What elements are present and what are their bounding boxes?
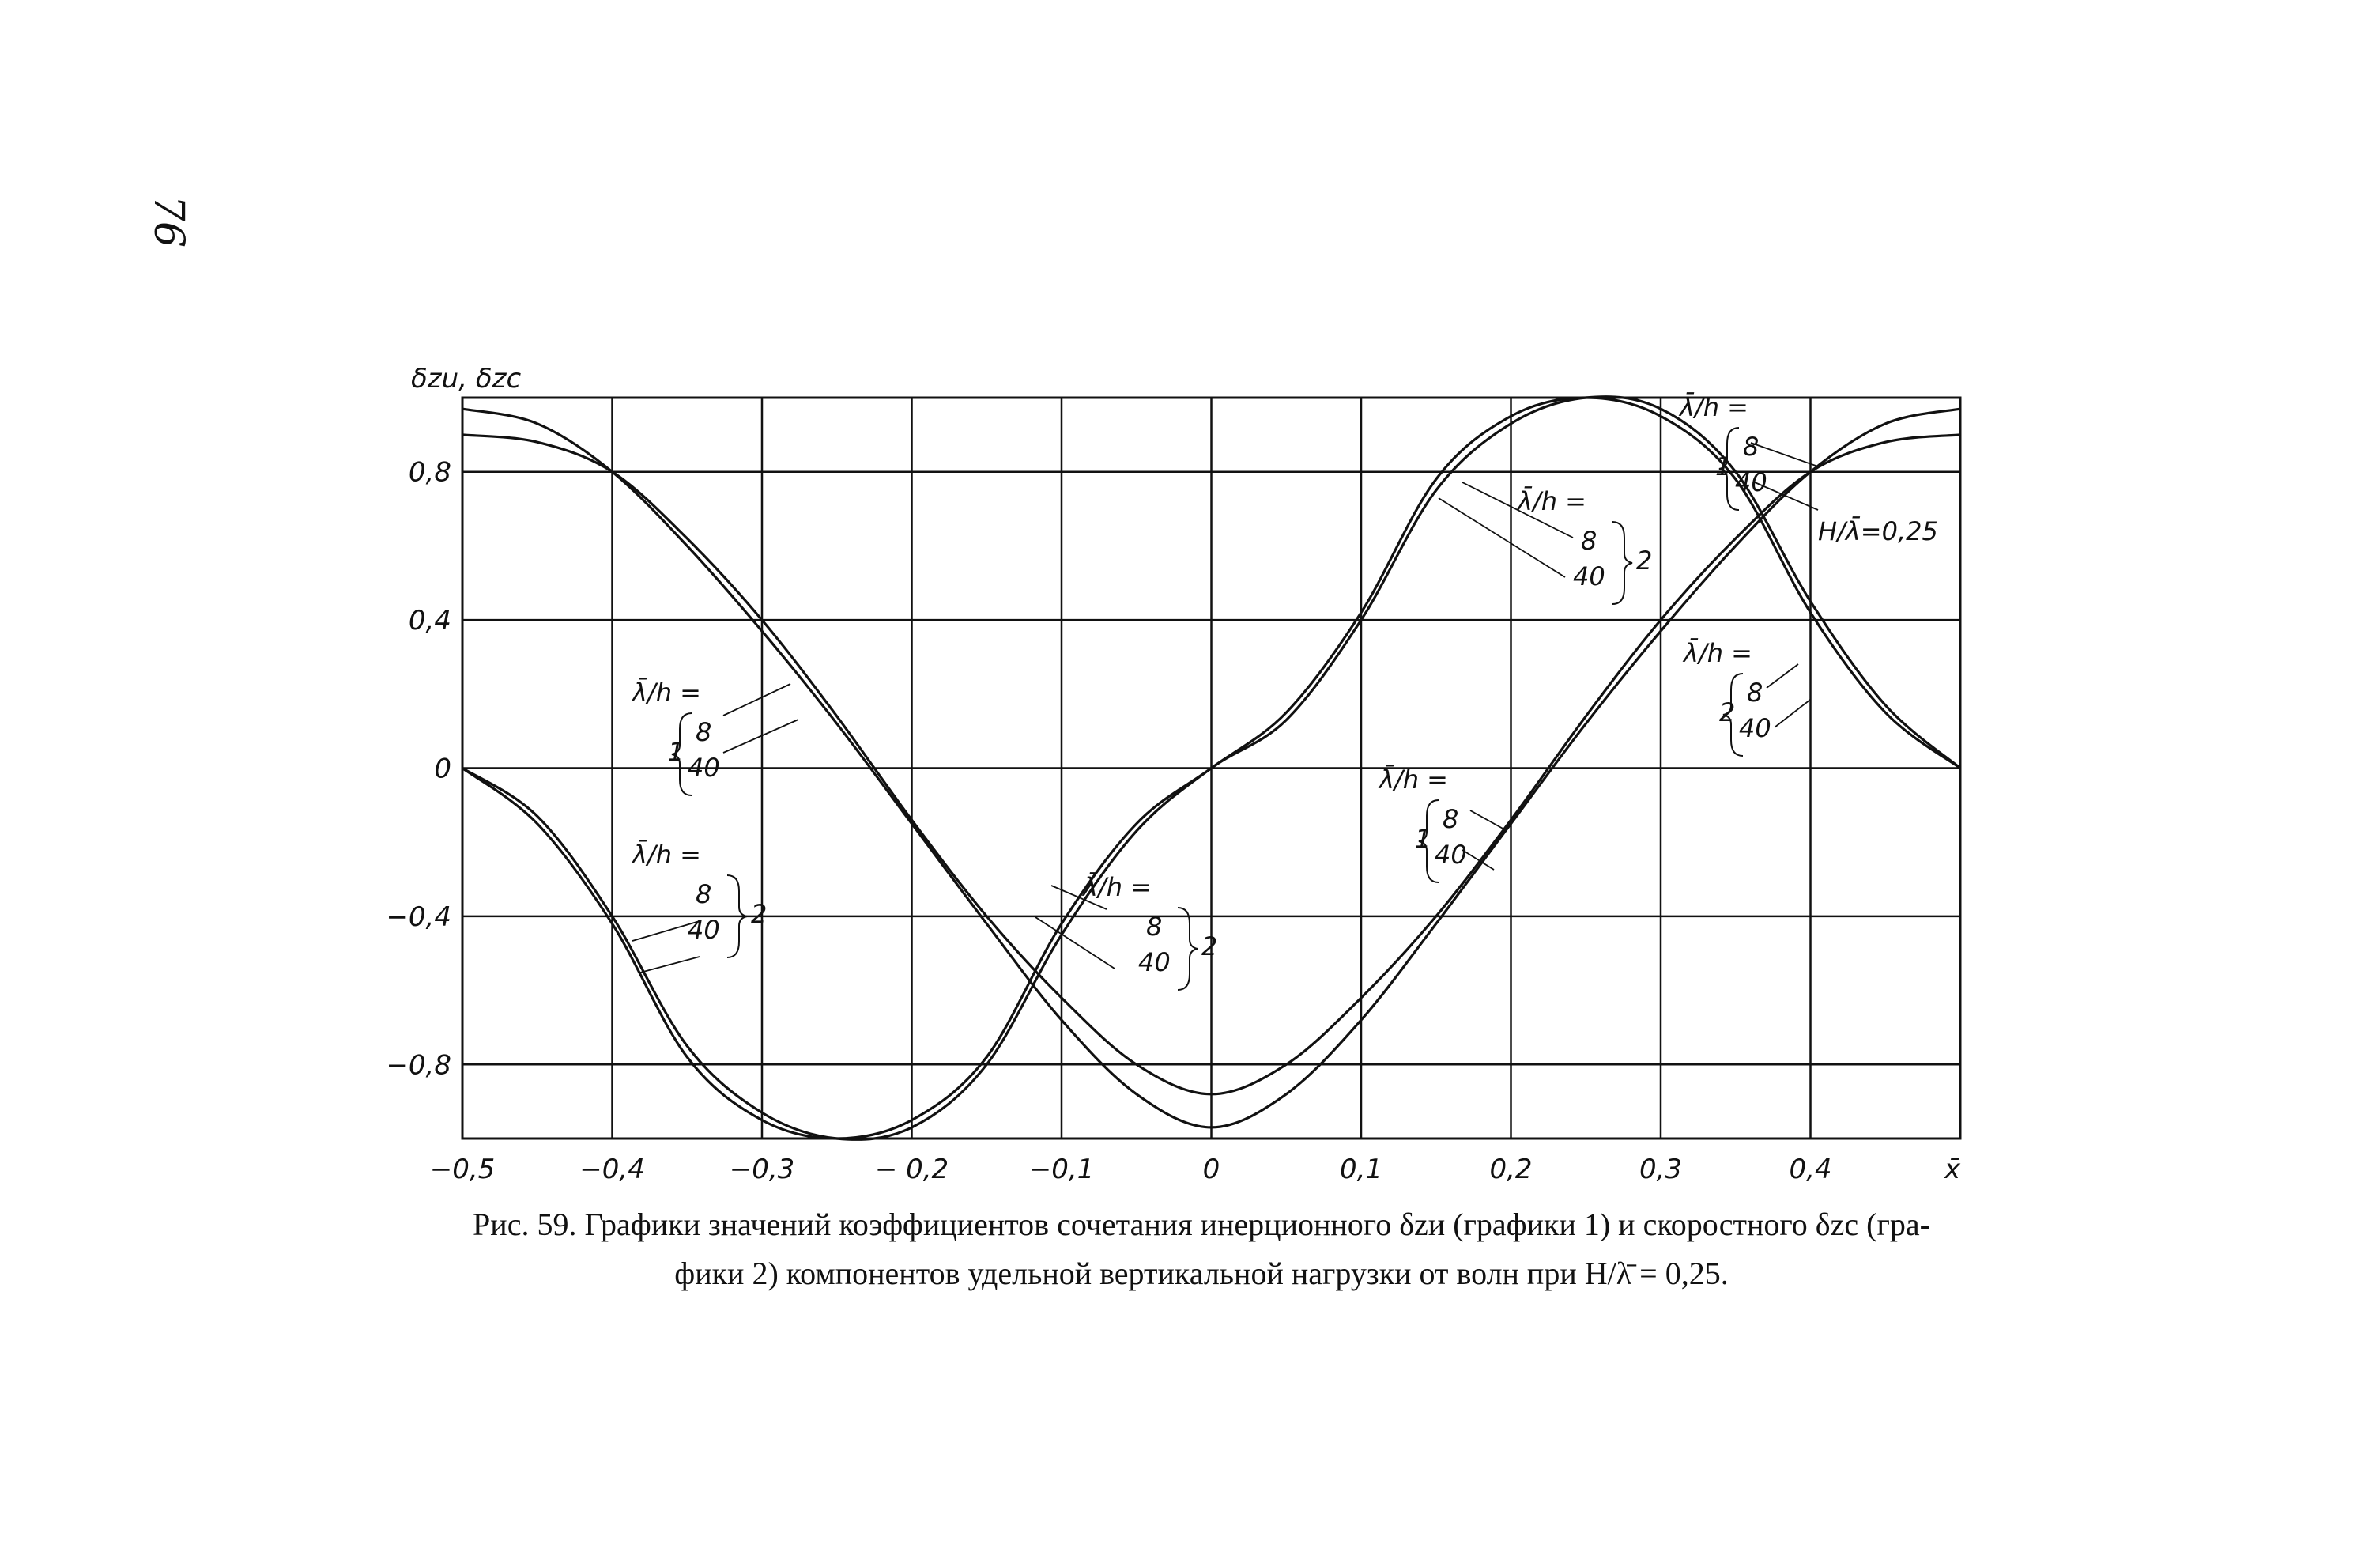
- annotation-g1-top-lambda: λ̄/h =: [1678, 391, 1748, 422]
- annotation-g1-left-8: 8: [696, 717, 711, 747]
- leader-line-11: [1754, 482, 1819, 511]
- leader-line-9: [1438, 497, 1566, 578]
- annotation-g1-right-8: 8: [1443, 804, 1458, 834]
- x-tick-label-7: 0,2: [1489, 1154, 1532, 1185]
- annotation-g2-top-group: 2: [1636, 546, 1652, 576]
- annotation-g2-mid-lambda: λ̄/h =: [1081, 871, 1152, 902]
- y-axis-label: δzu, δzc: [411, 363, 521, 395]
- x-tick-label-10: x̄: [1944, 1154, 1961, 1185]
- annotation-g1-right-brace: [1418, 799, 1439, 883]
- leader-line-3: [639, 956, 700, 973]
- annotation-g1-top-brace: [1718, 427, 1740, 511]
- annotation-g2-mid-8: 8: [1146, 912, 1162, 942]
- ratio-label: H/λ̄=0,25: [1818, 516, 1938, 546]
- annotation-g1-top-40: 40: [1735, 467, 1767, 497]
- x-tick-label-9: 0,4: [1789, 1154, 1831, 1185]
- leader-line-0: [722, 683, 791, 716]
- annotation-g2-mid-40: 40: [1138, 947, 1171, 977]
- leader-line-8: [1462, 482, 1574, 538]
- annotation-g1-right-40: 40: [1435, 840, 1467, 870]
- x-tick-label-8: 0,3: [1639, 1154, 1682, 1185]
- annotation-g2-mid-group: 2: [1201, 931, 1217, 961]
- x-tick-label-3: − 0,2: [875, 1154, 949, 1185]
- y-tick-label-2: 0: [434, 754, 451, 785]
- annotation-g2-mid: λ̄/h = 8 40 2: [1081, 871, 1217, 991]
- x-tick-label-1: −0,4: [579, 1154, 645, 1185]
- leader-line-6: [1469, 810, 1507, 831]
- leader-line-4: [1050, 885, 1107, 910]
- annotation-g2-top-lambda: λ̄/h =: [1516, 485, 1586, 516]
- x-tick-label-2: −0,3: [730, 1154, 795, 1185]
- annotation-g1-left-brace: [671, 712, 692, 796]
- annotation-g2-mid-brace: [1177, 907, 1198, 991]
- annotation-g2-right-40: 40: [1739, 713, 1771, 743]
- annotation-g1-left-lambda: λ̄/h =: [631, 677, 701, 708]
- leader-line-1: [722, 719, 799, 754]
- annotation-g1-left-40: 40: [688, 753, 720, 783]
- y-tick-label-4: −0,8: [386, 1049, 451, 1081]
- y-tick-label-0: 0,8: [409, 457, 451, 489]
- x-tick-label-5: 0: [1203, 1154, 1220, 1185]
- annotation-g2-right-8: 8: [1747, 678, 1763, 708]
- leader-line-12: [1766, 663, 1799, 689]
- annotation-g2-left-lambda: λ̄/h =: [631, 839, 701, 870]
- y-tick-label-3: −0,4: [386, 901, 451, 933]
- annotation-g2-top-8: 8: [1581, 526, 1597, 556]
- tick-labels: −0,5 −0,4 −0,3 − 0,2 −0,1 0 0,1 0,2 0,3 0,4 x̄ 0,8 0…: [386, 457, 1961, 1185]
- caption-line-2: фики 2) компонентов удельной вертикально…: [674, 1256, 1729, 1291]
- annotation-g2-left-8: 8: [696, 879, 711, 909]
- annotation-g2-left-group: 2: [751, 899, 767, 929]
- caption: Рис. 59. Графики значений коэффициентов …: [427, 1200, 1976, 1298]
- series-1-lh40: [462, 407, 1961, 1129]
- leader-line-2: [632, 920, 700, 942]
- leader-line-5: [1035, 916, 1115, 969]
- annotation-g2-left-40: 40: [688, 915, 720, 945]
- x-tick-label-0: −0,5: [430, 1154, 496, 1185]
- annotation-g2-top-brace: [1612, 521, 1633, 605]
- leader-line-10: [1750, 442, 1819, 467]
- series-1-lh8: [462, 433, 1961, 1096]
- annotation-g2-left-brace: [726, 874, 748, 958]
- annotation-g1-top-8: 8: [1743, 432, 1759, 462]
- x-tick-label-4: −0,1: [1029, 1154, 1095, 1185]
- leader-line-7: [1462, 849, 1495, 871]
- annotation-g2-top-40: 40: [1573, 561, 1605, 591]
- annotation-g2-top: λ̄/h = 8 40 2: [1516, 485, 1652, 605]
- annotation-g2-right-brace: [1722, 673, 1744, 757]
- annotation-g1-right-lambda: λ̄/h =: [1378, 764, 1448, 795]
- x-tick-label-6: 0,1: [1340, 1154, 1382, 1185]
- leader-line-13: [1774, 699, 1811, 728]
- annotation-g2-right-lambda: λ̄/h =: [1682, 637, 1752, 668]
- caption-line-1: Рис. 59. Графики значений коэффициентов …: [473, 1207, 1930, 1242]
- annotation-g2-left: λ̄/h = 8 40 2: [631, 839, 767, 958]
- y-tick-label-1: 0,4: [409, 605, 451, 636]
